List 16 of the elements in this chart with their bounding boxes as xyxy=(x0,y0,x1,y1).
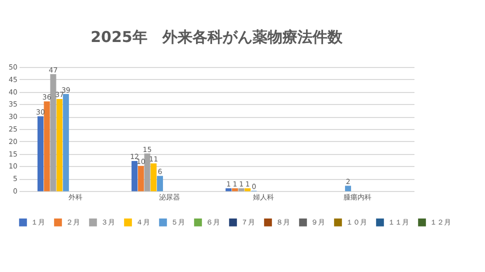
bar xyxy=(144,154,150,192)
bar xyxy=(345,186,352,192)
bar xyxy=(44,101,50,192)
bar xyxy=(232,188,238,192)
bar xyxy=(238,188,244,192)
bar xyxy=(132,160,138,192)
bar xyxy=(156,176,163,192)
bar xyxy=(244,188,251,192)
bar xyxy=(150,163,157,192)
bar xyxy=(56,98,63,192)
bar xyxy=(138,166,144,192)
bar xyxy=(226,188,232,192)
bar xyxy=(50,74,56,192)
bar xyxy=(62,94,69,192)
chart-title: 2025年 外来各科がん薬物療法件数 xyxy=(90,28,344,46)
bar xyxy=(38,116,44,192)
